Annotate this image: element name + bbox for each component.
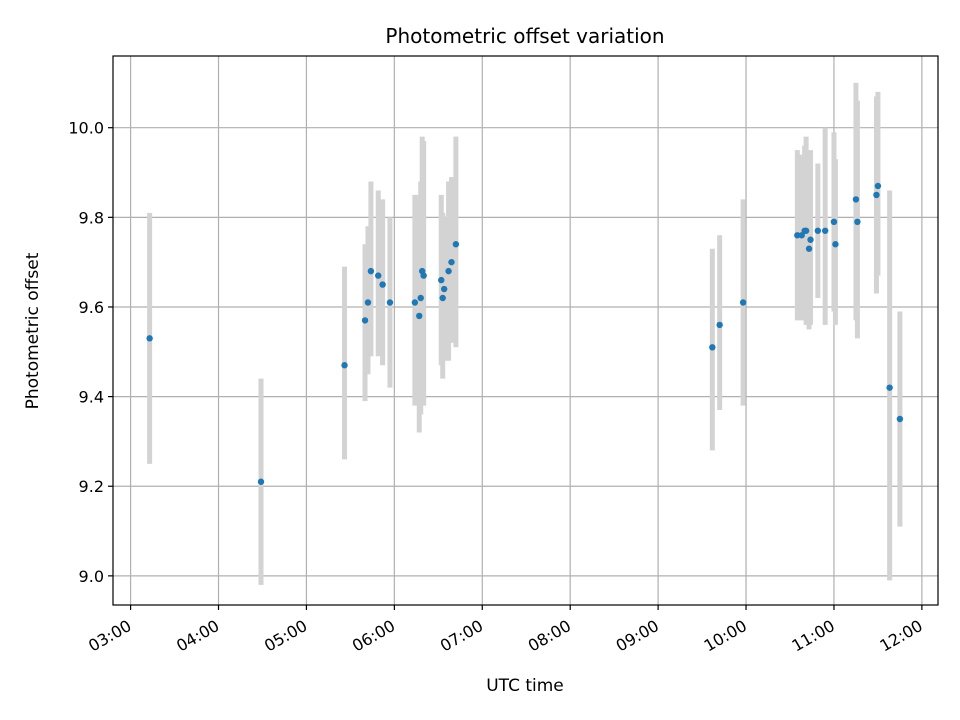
x-tick-label: 07:00: [437, 616, 486, 656]
y-tick-label: 10.0: [68, 119, 104, 138]
x-tick-label: 10:00: [701, 616, 750, 656]
data-point: [873, 191, 880, 199]
data-point: [440, 285, 448, 293]
data-point: [341, 362, 348, 369]
x-axis-label: UTC time: [486, 676, 564, 696]
data-point: [420, 272, 427, 279]
data-point: [257, 478, 265, 485]
x-tick-label: 08:00: [525, 616, 574, 656]
data-point: [375, 272, 382, 279]
x-tick-label: 05:00: [261, 616, 310, 656]
plot-area: [113, 56, 938, 605]
data-point: [367, 267, 375, 275]
data-point: [854, 218, 861, 226]
x-tick-label: 03:00: [85, 616, 134, 656]
x-tick-label: 09:00: [613, 616, 662, 656]
x-tick-label: 11:00: [789, 616, 838, 656]
data-point: [794, 232, 801, 239]
plot-frame: [112, 55, 939, 606]
data-point: [146, 335, 153, 342]
data-point: [445, 267, 452, 275]
data-point: [438, 276, 445, 284]
data-point: [716, 321, 723, 329]
data-point: [739, 299, 747, 306]
data-point: [830, 218, 838, 226]
data-point: [448, 258, 455, 266]
x-tick-label: 12:00: [876, 616, 925, 656]
data-point: [874, 182, 882, 190]
data-point: [896, 415, 904, 423]
data-point: [386, 299, 394, 306]
data-point: [452, 241, 460, 248]
data-point: [416, 312, 423, 320]
data-point: [411, 299, 419, 306]
data-point: [807, 236, 814, 243]
x-tick-label: 04:00: [173, 616, 222, 656]
chart-title: Photometric offset variation: [385, 24, 664, 48]
point-layer: [146, 182, 904, 485]
data-point: [439, 294, 446, 302]
data-point: [364, 299, 372, 306]
data-point: [805, 245, 813, 252]
data-point: [709, 344, 716, 351]
y-tick-label: 9.4: [79, 388, 104, 407]
data-point: [802, 227, 810, 234]
y-axis-label: Photometric offset: [23, 252, 43, 409]
x-tick-label: 06:00: [349, 616, 398, 656]
data-point: [832, 241, 839, 248]
data-point: [886, 384, 893, 391]
y-tick-label: 9.6: [79, 298, 104, 317]
data-point: [852, 196, 860, 203]
y-tick-label: 9.2: [79, 477, 104, 496]
data-point: [814, 227, 822, 234]
data-point: [417, 294, 424, 302]
data-point: [379, 281, 386, 288]
y-tick-label: 9.8: [79, 208, 104, 227]
data-point: [821, 227, 829, 234]
y-tick-label: 9.0: [79, 567, 104, 586]
data-point: [361, 317, 369, 324]
